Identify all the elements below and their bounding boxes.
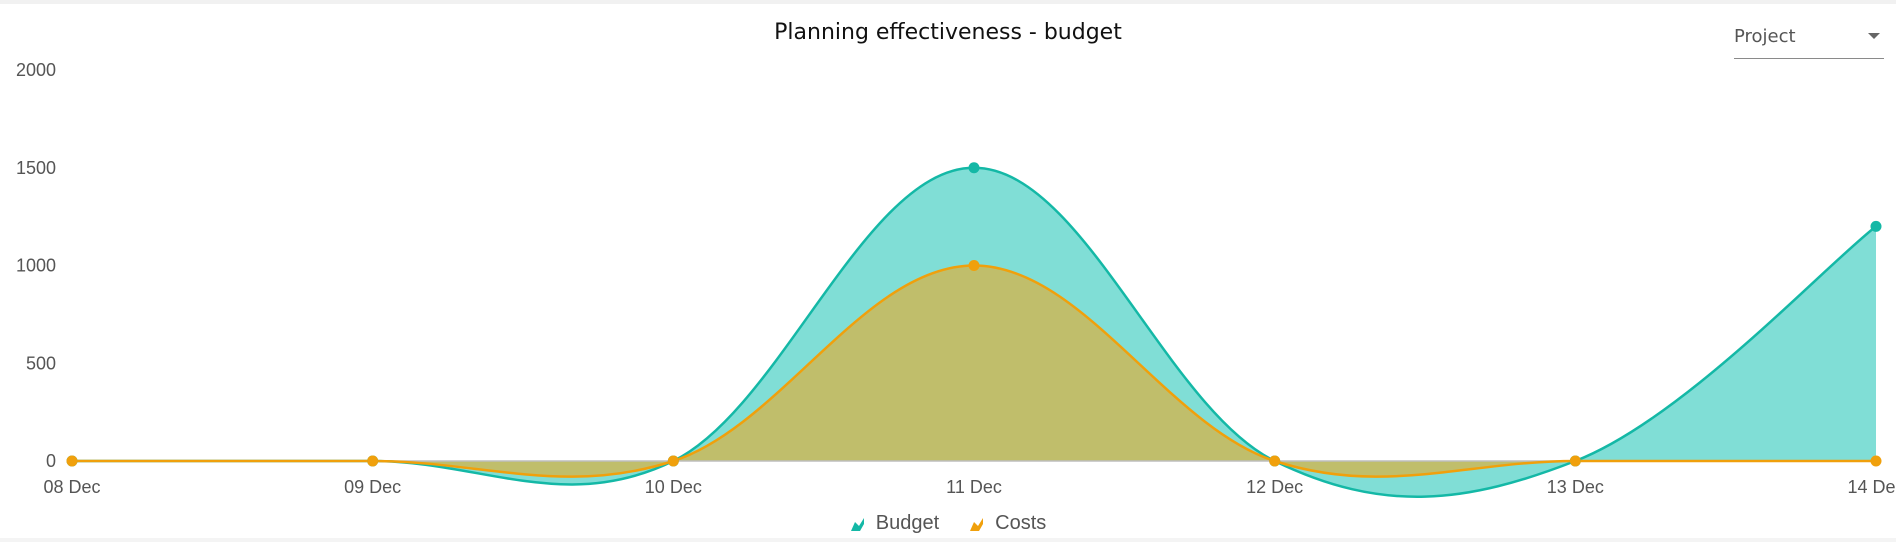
y-tick-label: 0 xyxy=(46,451,56,471)
point-costs xyxy=(1269,455,1281,467)
project-select-value: Project xyxy=(1734,26,1796,47)
chart-title: Planning effectiveness - budget xyxy=(774,20,1122,45)
legend-label-budget: Budget xyxy=(875,512,940,534)
legend-item-budget[interactable]: Budget xyxy=(850,512,939,535)
x-tick-label: 14 Dec xyxy=(1847,477,1896,497)
area-chart-icon xyxy=(969,516,987,532)
legend-item-costs[interactable]: Costs xyxy=(969,512,1046,535)
y-tick-label: 1500 xyxy=(16,158,56,178)
x-tick-label: 13 Dec xyxy=(1547,477,1604,497)
budget-icon-shape xyxy=(850,517,864,531)
point-budget xyxy=(1870,220,1882,232)
point-costs xyxy=(968,260,980,271)
legend-label-costs: Costs xyxy=(995,512,1047,534)
point-costs xyxy=(1870,455,1882,467)
point-costs xyxy=(367,455,379,467)
y-tick-label: 500 xyxy=(26,353,56,373)
x-tick-label: 11 Dec xyxy=(946,477,1002,497)
point-costs xyxy=(667,455,679,467)
chart-plot: 0 500 1000 1500 2000 08 Dec 09 Dec 10 Dec 11 De… xyxy=(16,60,1896,498)
area-costs xyxy=(72,265,1876,477)
costs-icon-shape xyxy=(970,517,984,531)
point-costs xyxy=(66,455,78,467)
chart-legend: Budget Costs xyxy=(0,512,1896,535)
y-tick-label: 1000 xyxy=(16,256,56,276)
chevron-down-icon xyxy=(1868,33,1880,39)
x-tick-label: 08 Dec xyxy=(43,477,100,497)
project-select[interactable]: Project xyxy=(1734,22,1884,59)
y-tick-label: 2000 xyxy=(16,60,56,80)
x-tick-label: 10 Dec xyxy=(645,477,702,497)
point-budget xyxy=(968,162,980,174)
x-tick-label: 12 Dec xyxy=(1246,477,1303,497)
point-costs xyxy=(1569,455,1581,467)
x-tick-label: 09 Dec xyxy=(344,477,401,497)
area-chart-icon xyxy=(850,516,868,532)
